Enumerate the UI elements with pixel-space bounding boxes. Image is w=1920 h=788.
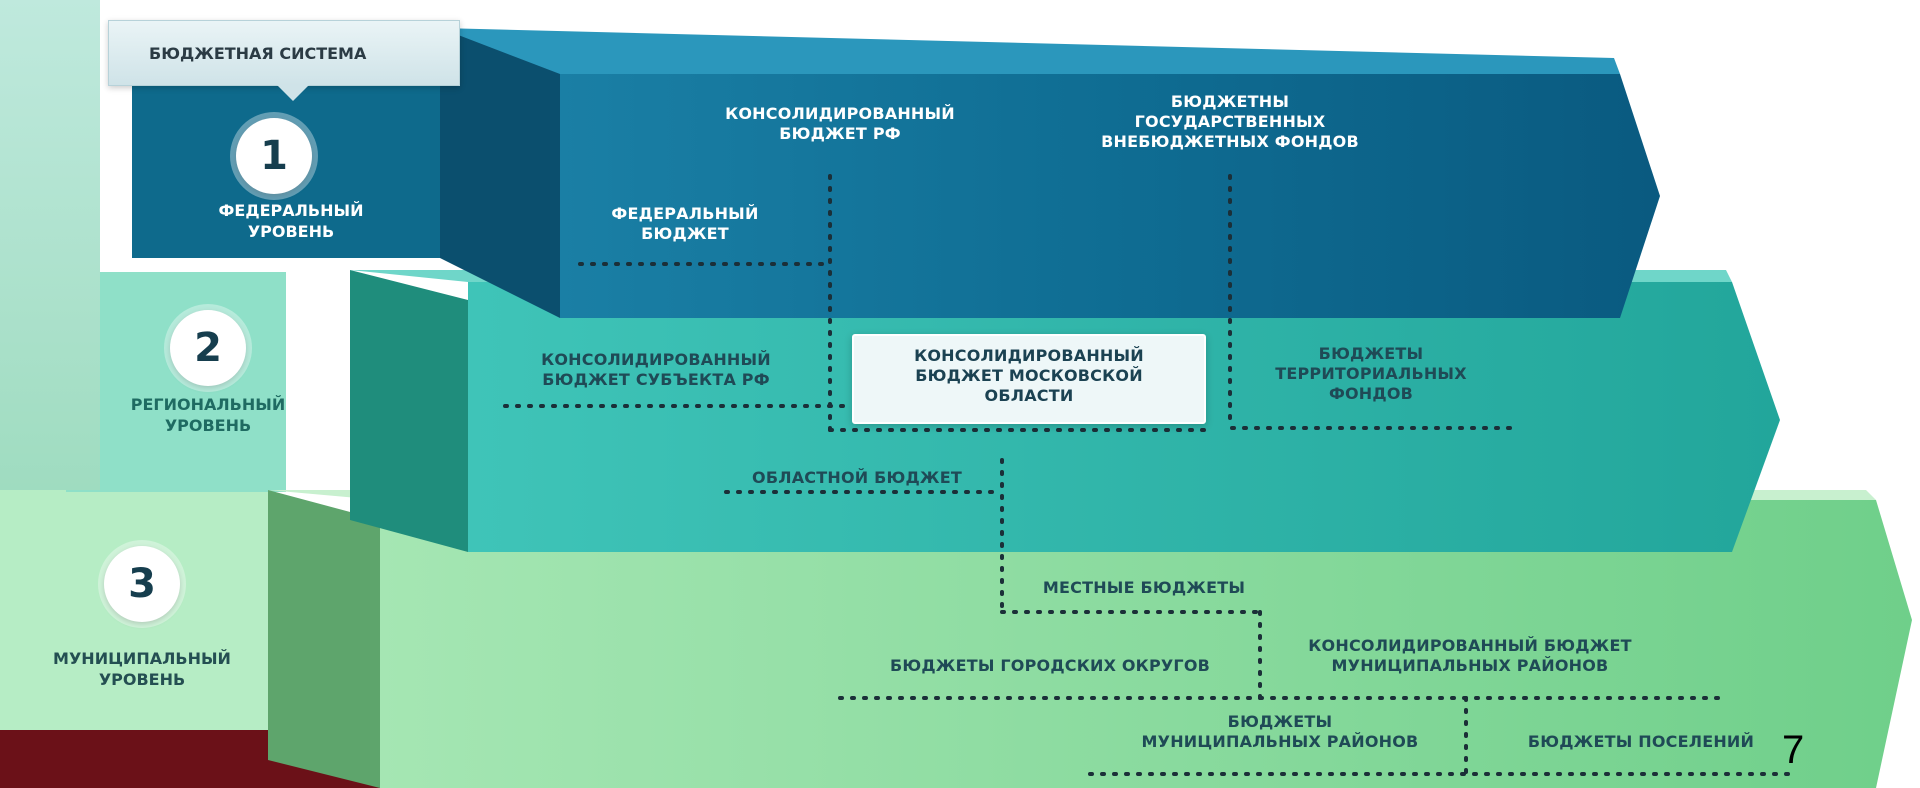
- level-column-regional: [66, 272, 286, 492]
- page-number: 7: [1782, 728, 1805, 772]
- level-3-name: МУНИЦИПАЛЬНЫЙ УРОВЕНЬ: [53, 649, 231, 689]
- label-extrabudgetary-funds: БЮДЖЕТНЫ ГОСУДАРСТВЕННЫХ ВНЕБЮДЖЕТНЫХ ФО…: [1101, 92, 1359, 151]
- label-consolidated-rf: КОНСОЛИДИРОВАННЫЙ БЮДЖЕТ РФ: [725, 104, 955, 143]
- label-consolidated-subject: КОНСОЛИДИРОВАННЫЙ БЮДЖЕТ СУБЪЕКТА РФ: [541, 350, 771, 389]
- diagram-title: БЮДЖЕТНАЯ СИСТЕМА: [149, 43, 367, 63]
- label-consolidated-moscow: КОНСОЛИДИРОВАННЫЙ БЮДЖЕТ МОСКОВСКОЙ ОБЛА…: [914, 346, 1144, 405]
- label-settlements: БЮДЖЕТЫ ПОСЕЛЕНИЙ: [1527, 732, 1755, 751]
- level-1-circle: 1: [236, 118, 312, 194]
- level-3-circle: 3: [104, 546, 180, 622]
- municipal-band-side: [268, 490, 380, 788]
- label-federal-budget: ФЕДЕРАЛЬНЫЙ БЮДЖЕТ: [611, 204, 759, 243]
- label-city-districts: БЮДЖЕТЫ ГОРОДСКИХ ОКРУГОВ: [889, 656, 1211, 675]
- level-2-circle: 2: [170, 310, 246, 386]
- label-territorial-funds: БЮДЖЕТЫ ТЕРРИТОРИАЛЬНЫХ ФОНДОВ: [1275, 344, 1467, 403]
- title-box: БЮДЖЕТНАЯ СИСТЕМА: [108, 20, 460, 101]
- federal-band: [560, 74, 1660, 318]
- level-2-name: РЕГИОНАЛЬНЫЙ УРОВЕНЬ: [130, 395, 286, 435]
- regional-band-side: [350, 270, 468, 552]
- federal-band-side: [440, 28, 560, 318]
- label-regional-budget: ОБЛАСТНОЙ БЮДЖЕТ: [752, 468, 962, 487]
- level-column-top: [0, 0, 100, 490]
- dotted-connectors: [503, 174, 1792, 777]
- label-consolidated-districts: КОНСОЛИДИРОВАННЫЙ БЮДЖЕТ МУНИЦИПАЛЬНЫХ Р…: [1308, 636, 1632, 675]
- label-municipal-districts: БЮДЖЕТЫ МУНИЦИПАЛЬНЫХ РАЙОНОВ: [1141, 712, 1419, 751]
- moscow-region-box: [852, 334, 1206, 424]
- label-local-budgets: МЕСТНЫЕ БЮДЖЕТЫ: [1042, 578, 1246, 597]
- level-1-name: ФЕДЕРАЛЬНЫЙ УРОВЕНЬ: [218, 201, 364, 241]
- federal-band-top: [440, 28, 1620, 74]
- municipal-band: [380, 500, 1912, 788]
